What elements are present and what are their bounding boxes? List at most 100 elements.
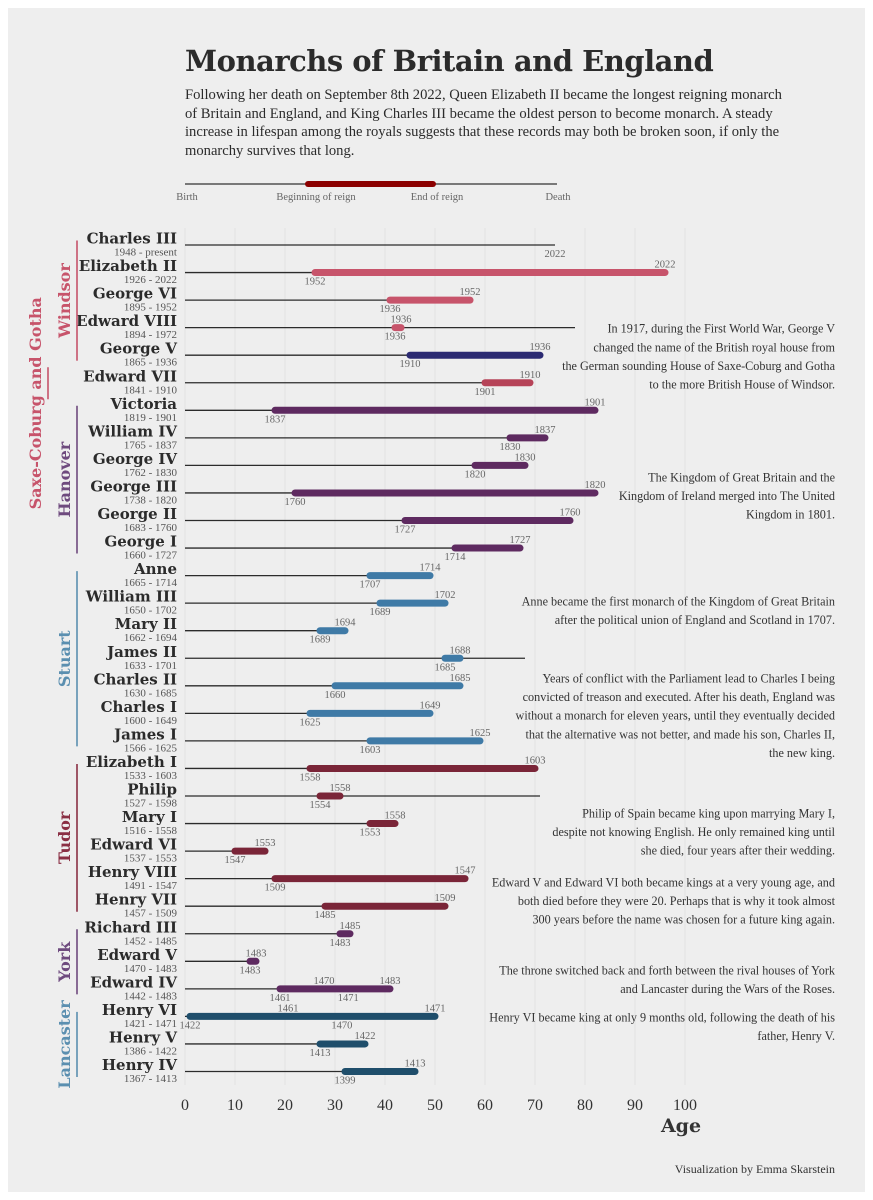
reign-end-year: 1952 xyxy=(460,287,481,298)
monarch-dates: 1819 - 1901 xyxy=(124,412,177,424)
monarch-dates: 1516 - 1558 xyxy=(124,825,178,837)
reign-end-year: 1413 xyxy=(405,1059,426,1070)
annotation-line: Kingdom of Ireland merged into The Unite… xyxy=(619,489,835,503)
credit: Visualization by Emma Skarstein xyxy=(674,1162,835,1176)
annotation-line: the German sounding House of Saxe-Coburg… xyxy=(562,359,836,373)
monarch-name: Henry VIII xyxy=(88,863,177,881)
monarch-dates: 1895 - 1952 xyxy=(124,302,177,314)
monarch-name: George II xyxy=(97,505,177,523)
monarch-dates: 1527 - 1598 xyxy=(124,798,178,810)
monarch-name: Henry VII xyxy=(95,891,177,909)
monarch-name: Anne xyxy=(133,560,177,578)
reign-end-year: 1603 xyxy=(525,755,546,766)
x-tick-label: 80 xyxy=(577,1097,593,1114)
reign-start-year: 1483 xyxy=(330,938,351,949)
legend-label: End of reign xyxy=(411,192,464,203)
monarch-dates: 1841 - 1910 xyxy=(124,384,178,396)
annotation-line: without a monarch for eleven years, unti… xyxy=(516,709,835,723)
reign-start-year: 1554 xyxy=(310,800,332,811)
reign-start-year: 1830 xyxy=(500,442,521,453)
annotation-line: The Kingdom of Great Britain and the xyxy=(648,470,835,484)
reign-start-year: 1603 xyxy=(360,745,381,756)
annotation: Years of conflict with the Parliament le… xyxy=(516,672,836,760)
monarch-dates: 1457 - 1509 xyxy=(124,908,178,920)
monarch-name: Philip xyxy=(127,781,177,799)
house-label: Tudor xyxy=(55,811,74,864)
reign-end-year: 1649 xyxy=(420,700,441,711)
reign-start-year: 1485 xyxy=(315,910,336,921)
monarch-dates: 1600 - 1649 xyxy=(124,715,178,727)
house-label: Saxe-Coburg and Gotha xyxy=(26,297,45,509)
reign-start-year: 1625 xyxy=(300,717,321,728)
reign-start-year: 1558 xyxy=(300,772,321,783)
annotation: Henry VI became king at only 9 months ol… xyxy=(489,1010,835,1043)
chart-title: Monarchs of Britain and England xyxy=(185,44,714,78)
reign-start-year: 1936 xyxy=(380,304,401,315)
gap-year: 1470 xyxy=(331,1020,352,1031)
house-label: Windsor xyxy=(55,263,74,339)
x-tick-label: 50 xyxy=(427,1097,443,1114)
monarch-dates: 1738 - 1820 xyxy=(124,494,178,506)
reign-start-year: 1760 xyxy=(285,497,306,508)
reign-start-year: 1685 xyxy=(435,662,456,673)
monarch-dates: 1537 - 1553 xyxy=(124,853,178,865)
reign-start-year: 1413 xyxy=(310,1048,331,1059)
monarch-name: Henry VI xyxy=(102,1001,177,1019)
annotation-line: the new king. xyxy=(769,746,835,760)
monarch-dates: 1865 - 1936 xyxy=(124,357,178,369)
monarch-name: Charles III xyxy=(87,230,177,248)
reign-end-year: 1558 xyxy=(385,811,406,822)
reign-end-year: 1936 xyxy=(530,342,551,353)
monarch-dates: 1566 - 1625 xyxy=(124,742,178,754)
annotation-line: convicted of treason and executed. After… xyxy=(523,690,836,704)
monarch-dates: 1421 - 1471 xyxy=(124,1018,177,1030)
monarch-name: Edward V xyxy=(97,946,177,964)
reign-end-year: 1727 xyxy=(510,535,531,546)
reign-start-year: 1422 xyxy=(180,1020,201,1031)
monarch-dates: 1683 - 1760 xyxy=(124,522,178,534)
monarch-dates: 1470 - 1483 xyxy=(124,963,178,975)
chart-subtitle: Following her death on September 8th 202… xyxy=(185,87,782,159)
reign-end-year: 1685 xyxy=(450,673,471,684)
annotation-line: father, Henry V. xyxy=(757,1029,835,1043)
annotation-line: Years of conflict with the Parliament le… xyxy=(542,672,835,686)
reign-end-year: 1625 xyxy=(470,728,491,739)
monarch-dates: 1452 - 1485 xyxy=(124,935,178,947)
reign-start-year: 1509 xyxy=(265,883,286,894)
legend-label: Death xyxy=(545,192,571,203)
reign-end-year: 1910 xyxy=(520,370,541,381)
monarch-name: William IV xyxy=(87,422,177,440)
monarch-dates: 1894 - 1972 xyxy=(124,329,177,341)
reign-end-year: 1694 xyxy=(335,618,357,629)
reign-start-year: 1936 xyxy=(385,332,406,343)
monarch-name: James I xyxy=(112,725,177,743)
reign-end-year: 1901 xyxy=(585,397,606,408)
x-tick-label: 0 xyxy=(181,1097,189,1114)
annotation-line: she died, four years after their wedding… xyxy=(641,844,835,858)
monarch-dates: 1662 - 1694 xyxy=(124,632,178,644)
monarch-name: Edward IV xyxy=(90,973,177,991)
reign-start-year: 1837 xyxy=(265,414,286,425)
annotation: Philip of Spain became king upon marryin… xyxy=(552,807,835,858)
reign-start-year: 1483 xyxy=(240,965,261,976)
death-year: 2022 xyxy=(545,249,566,260)
annotation-line: Edward V and Edward VI both became kings… xyxy=(492,875,835,889)
reign-start-year: 1689 xyxy=(310,635,331,646)
